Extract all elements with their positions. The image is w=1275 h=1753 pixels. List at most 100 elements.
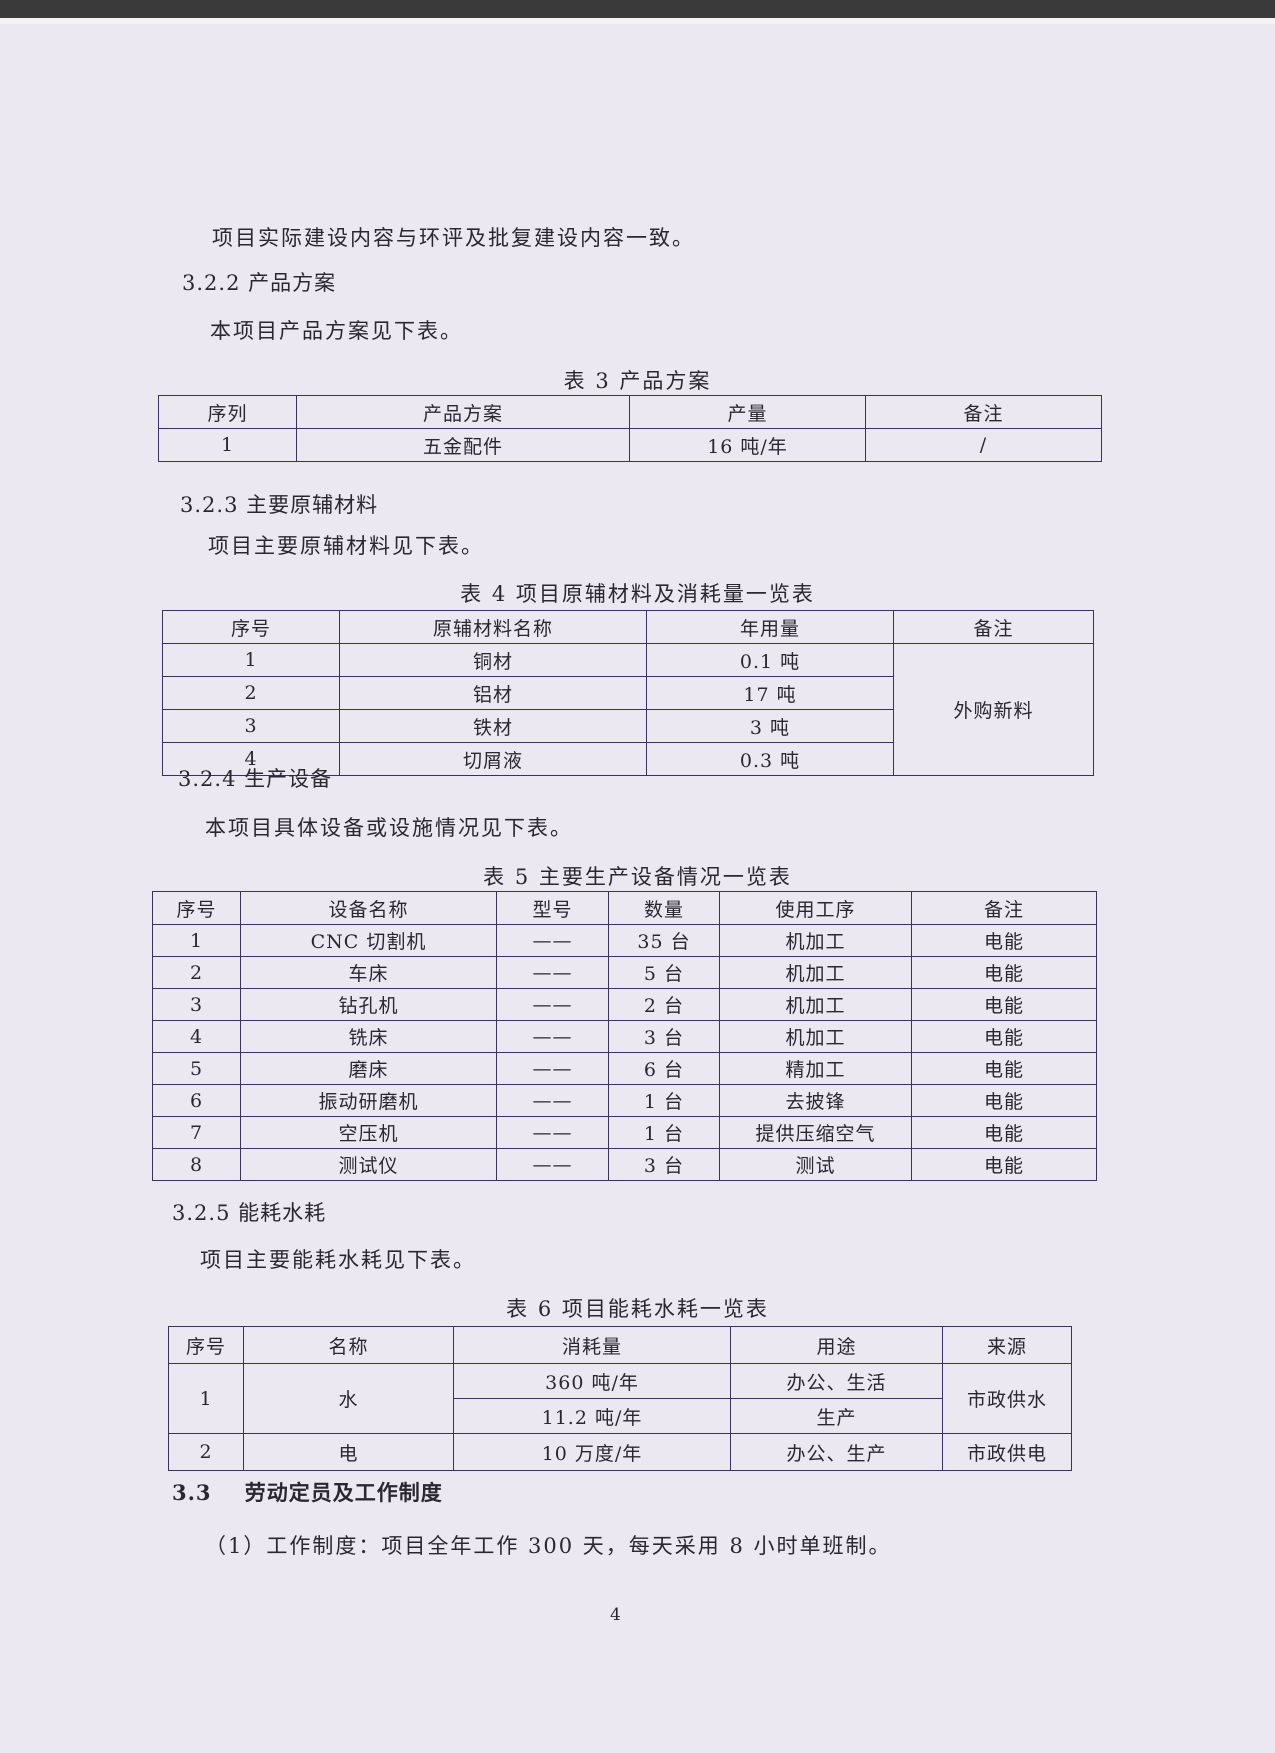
cell: —— [496, 988, 609, 1021]
cell: 2 [168, 1433, 244, 1471]
table3-caption: 表 3 产品方案 [563, 369, 712, 393]
cell: 3 吨 [646, 709, 894, 743]
cell: 市政供水 [942, 1363, 1072, 1434]
header-cell: 名称 [243, 1326, 454, 1364]
section-heading-3-2-3: 3.2.3 主要原辅材料 [180, 493, 379, 517]
header-cell: 备注 [911, 891, 1097, 925]
cell: 2 台 [608, 988, 720, 1021]
cell: 磨床 [240, 1052, 497, 1085]
cell: 办公、生活 [730, 1363, 943, 1399]
cell: 电能 [911, 1052, 1097, 1085]
table-row: 4 铣床 —— 3 台机加工 电能 [152, 1020, 1097, 1053]
table-row: 3 铁材 3 吨 [162, 709, 1094, 743]
cell: 电能 [911, 1148, 1097, 1181]
cell: 电能 [911, 1116, 1097, 1149]
header-cell: 数量 [608, 891, 720, 925]
cell: —— [496, 1020, 609, 1053]
scan-edge-light [0, 18, 1275, 24]
paragraph: 本项目产品方案见下表。 [210, 319, 463, 343]
cell: 机加工 [719, 988, 912, 1021]
cell: 电能 [911, 956, 1097, 989]
cell: 8 [152, 1148, 241, 1181]
header-cell: 型号 [496, 891, 609, 925]
cell: 1 [158, 428, 297, 462]
header-cell: 设备名称 [240, 891, 497, 925]
cell: 3 [152, 988, 241, 1021]
cell: 4 [162, 742, 340, 776]
table-header-row: 序号 名称 消耗量 用途 来源 [168, 1326, 1072, 1364]
cell: 电能 [911, 988, 1097, 1021]
cell: 机加工 [719, 924, 912, 957]
cell: CNC 切割机 [240, 924, 497, 957]
cell: 办公、生产 [730, 1433, 943, 1471]
cell: 电能 [911, 924, 1097, 957]
table6-energy-water: 序号 名称 消耗量 用途 来源 1 水 360 吨/年 办公、生活 市政供水 1… [168, 1326, 1072, 1471]
cell: —— [496, 1084, 609, 1117]
table-row: 11.2 吨/年 生产 [169, 1398, 1072, 1434]
paragraph: 项目主要原辅材料见下表。 [208, 534, 484, 558]
cell: 6 台 [608, 1052, 720, 1085]
table-header-row: 序号 设备名称 型号 数量 使用工序 备注 [152, 891, 1097, 925]
header-cell: 序号 [162, 610, 340, 644]
cell: 10 万度/年 [453, 1433, 731, 1471]
cell: 提供压缩空气 [719, 1116, 912, 1149]
cell: 2 [152, 956, 241, 989]
cell: 测试仪 [240, 1148, 497, 1181]
cell: 17 吨 [646, 676, 894, 710]
table-row: 3 钻孔机 —— 2 台机加工 电能 [152, 988, 1097, 1021]
section-heading-3-2-5: 3.2.5 能耗水耗 [172, 1201, 327, 1225]
table-header-row: 序列 产品方案 产量 备注 [158, 395, 1102, 429]
page-number: 4 [610, 1605, 621, 1625]
header-cell: 用途 [730, 1326, 943, 1364]
cell: 0.1 吨 [646, 643, 894, 677]
cell: 电 [243, 1433, 454, 1471]
cell: 5 台 [608, 956, 720, 989]
cell: 车床 [240, 956, 497, 989]
header-cell: 年用量 [646, 610, 894, 644]
cell: 精加工 [719, 1052, 912, 1085]
header-cell: 来源 [942, 1326, 1072, 1364]
table-row: 1 铜材 0.1 吨 外购新料 [162, 643, 1094, 776]
table-row: 1 五金配件 16 吨/年 / [158, 428, 1102, 462]
cell: 铝材 [339, 676, 647, 710]
cell: 电能 [911, 1020, 1097, 1053]
cell: 3 [162, 709, 340, 743]
cell: —— [496, 924, 609, 957]
cell: 空压机 [240, 1116, 497, 1149]
cell: 钻孔机 [240, 988, 497, 1021]
cell: 机加工 [719, 1020, 912, 1053]
scan-edge [0, 0, 1275, 18]
paragraph: （1）工作制度：项目全年工作 300 天，每天采用 8 小时单班制。 [205, 1534, 892, 1558]
paragraph: 本项目具体设备或设施情况见下表。 [205, 816, 573, 840]
cell: 1 台 [608, 1116, 720, 1149]
table-row: 2 车床 —— 5 台机加工 电能 [152, 956, 1097, 989]
cell: 振动研磨机 [240, 1084, 497, 1117]
header-cell: 产品方案 [296, 395, 630, 429]
header-cell: 备注 [865, 395, 1102, 429]
table5-caption: 表 5 主要生产设备情况一览表 [483, 865, 792, 889]
cell: 11.2 吨/年 [453, 1398, 731, 1434]
cell: 1 [162, 643, 340, 677]
cell: 去披锋 [719, 1084, 912, 1117]
header-cell: 序列 [158, 395, 297, 429]
table-row: 2 电 10 万度/年 办公、生产 市政供电 [168, 1433, 1072, 1471]
table6-caption: 表 6 项目能耗水耗一览表 [506, 1297, 769, 1321]
table4-raw-materials: 序号 原辅材料名称 年用量 备注 1 铜材 0.1 吨 外购新料 2 铝材 17… [162, 610, 1094, 776]
table-row: 1 水 360 吨/年 办公、生活 市政供水 [168, 1363, 1072, 1434]
cell: 电能 [911, 1084, 1097, 1117]
cell: 7 [152, 1116, 241, 1149]
header-cell: 原辅材料名称 [339, 610, 647, 644]
cell: 360 吨/年 [453, 1363, 731, 1399]
cell: 4 [152, 1020, 241, 1053]
section-heading-3-3: 3.3 劳动定员及工作制度 [172, 1480, 443, 1505]
table-header-row: 序号 原辅材料名称 年用量 备注 [162, 610, 1094, 644]
table-row: 2 铝材 17 吨 [162, 676, 1094, 710]
table4-caption: 表 4 项目原辅材料及消耗量一览表 [460, 582, 815, 606]
cell: 5 [152, 1052, 241, 1085]
cell: —— [496, 956, 609, 989]
table3-product-plan: 序列 产品方案 产量 备注 1 五金配件 16 吨/年 / [158, 395, 1102, 462]
table-row: 7 空压机 —— 1 台提供压缩空气 电能 [152, 1116, 1097, 1149]
table-row: 8 测试仪 —— 3 台测试 电能 [152, 1148, 1097, 1181]
paragraph: 项目实际建设内容与环评及批复建设内容一致。 [212, 226, 695, 250]
cell: 16 吨/年 [629, 428, 866, 462]
